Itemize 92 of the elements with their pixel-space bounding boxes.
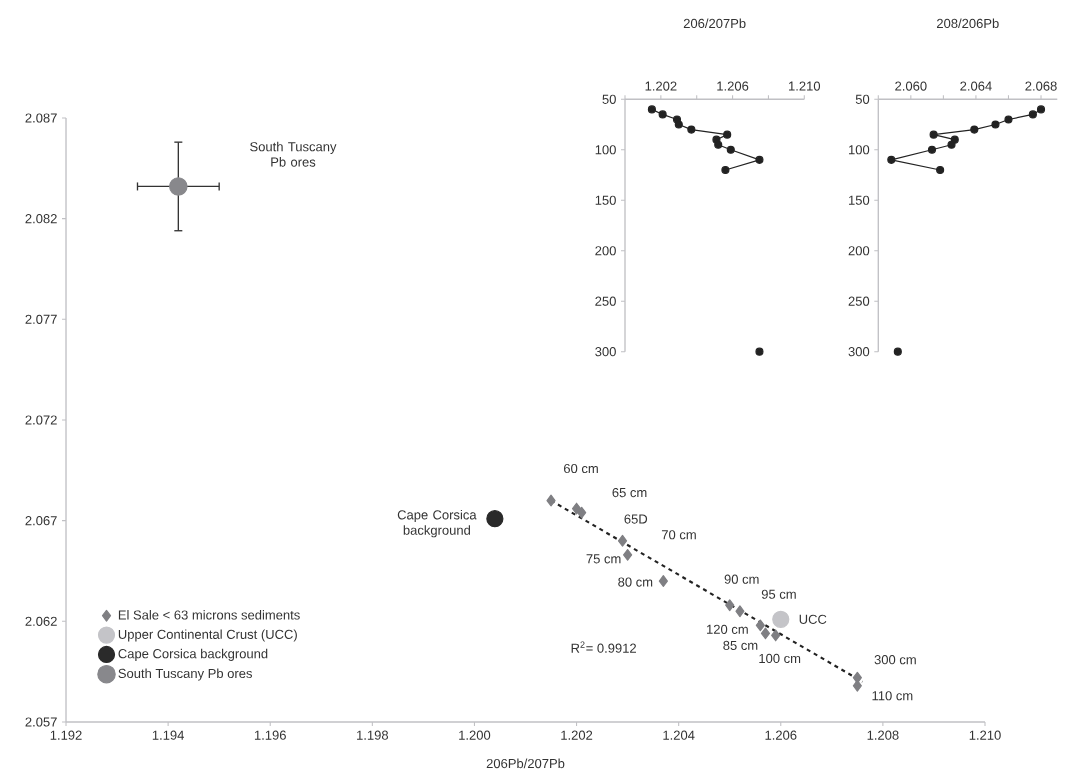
x-axis-title: 206Pb/207Pb [486, 758, 565, 769]
point [721, 165, 730, 175]
point [772, 610, 790, 628]
point [726, 145, 735, 154]
x-tick-label: 1.198 [357, 730, 389, 740]
y-tick-label: 150 [595, 195, 616, 205]
x-tick-label: 2.068 [1025, 81, 1057, 91]
point [929, 130, 938, 139]
point [755, 155, 764, 164]
annotation: 60 cm [564, 463, 598, 474]
point [725, 599, 735, 612]
annotation: 80 cm [618, 577, 653, 587]
point [893, 347, 902, 356]
annotation: R$^{2}$= 0.9912 [571, 641, 636, 653]
y-tick-label: 100 [595, 145, 616, 155]
point [687, 125, 696, 134]
annotation: 65D [624, 514, 648, 524]
legend-label: Upper Continental Crust (UCC) [118, 629, 297, 642]
x-tick-label: 1.208 [867, 730, 899, 740]
y-tick-label: 2.087 [25, 113, 57, 123]
x-tick-label: 1.196 [254, 730, 286, 740]
x-tick-label: 1.202 [645, 81, 677, 91]
y-tick-label: 300 [595, 347, 616, 357]
annotation: 300 cm [874, 655, 916, 665]
x-tick-label: 1.210 [969, 730, 1001, 740]
annotation: 110 cm [872, 691, 913, 701]
x-tick-label: 1.200 [459, 730, 491, 740]
y-tick-label: 50 [855, 94, 870, 104]
x-axis-title: 206/207Pb [683, 18, 746, 29]
y-tick-label: 2.062 [25, 616, 57, 626]
point [735, 605, 745, 618]
point [947, 140, 956, 149]
point [1028, 110, 1037, 119]
y-tick-label: 250 [595, 296, 616, 306]
point [647, 105, 656, 114]
point [617, 534, 628, 547]
point [658, 110, 667, 119]
point [771, 629, 781, 642]
annotation: South Tuscany Pb ores [250, 141, 337, 167]
x-tick-label: 1.210 [789, 81, 821, 91]
y-tick-label: 2.057 [25, 717, 57, 727]
y-tick-label: 250 [848, 296, 870, 306]
point [658, 575, 668, 587]
point [755, 347, 764, 356]
annotation: 85 cm [723, 640, 758, 650]
point [486, 510, 504, 528]
point [970, 125, 979, 134]
point [169, 177, 188, 196]
point [1036, 105, 1046, 114]
y-tick-label: 2.082 [25, 214, 57, 224]
point [714, 140, 723, 149]
x-tick-label: 1.206 [765, 730, 797, 740]
x-tick-label: 1.194 [152, 730, 185, 740]
point [546, 494, 556, 507]
x-tick-label: 2.064 [960, 81, 992, 91]
y-tick-label: 300 [848, 347, 870, 357]
x-tick-label: 2.060 [895, 81, 927, 91]
y-tick-label: 2.077 [25, 314, 57, 324]
annotation: UCC [799, 614, 827, 624]
annotation: 100 cm [759, 653, 801, 664]
y-tick-label: 200 [595, 246, 616, 256]
annotation: 65 cm [612, 487, 647, 498]
point [623, 548, 633, 561]
point [755, 619, 765, 632]
y-tick-label: 2.072 [25, 415, 57, 425]
annotation: Cape Corsica background [397, 509, 477, 538]
y-tick-label: 100 [848, 145, 870, 155]
annotation: 70 cm [661, 530, 696, 540]
x-tick-label: 1.204 [663, 730, 695, 740]
point [991, 120, 1000, 129]
y-tick-label: 150 [848, 195, 870, 205]
x-tick-label: 1.202 [561, 730, 593, 740]
x-axis-title: 208/206Pb [936, 18, 999, 29]
point [723, 130, 732, 139]
point [674, 120, 683, 129]
point [887, 155, 896, 164]
annotation: 90 cm [724, 574, 759, 584]
x-tick-label: 1.192 [50, 730, 82, 740]
point [760, 627, 771, 640]
point [927, 145, 937, 154]
legend-label: Cape Corsica background [118, 648, 268, 661]
point [936, 165, 945, 175]
annotation: 75 cm [586, 554, 621, 564]
y-tick-label: 200 [848, 246, 870, 256]
legend-label: El Sale < 63 microns sediments [118, 610, 300, 620]
x-tick-label: 1.206 [717, 81, 749, 91]
y-tick-label: 50 [602, 94, 616, 104]
point [1004, 115, 1013, 124]
y-tick-label: 2.067 [25, 516, 57, 526]
legend-label: South Tuscany Pb ores [118, 668, 253, 681]
annotation: 95 cm [761, 589, 796, 599]
annotation: 120 cm [707, 624, 748, 634]
